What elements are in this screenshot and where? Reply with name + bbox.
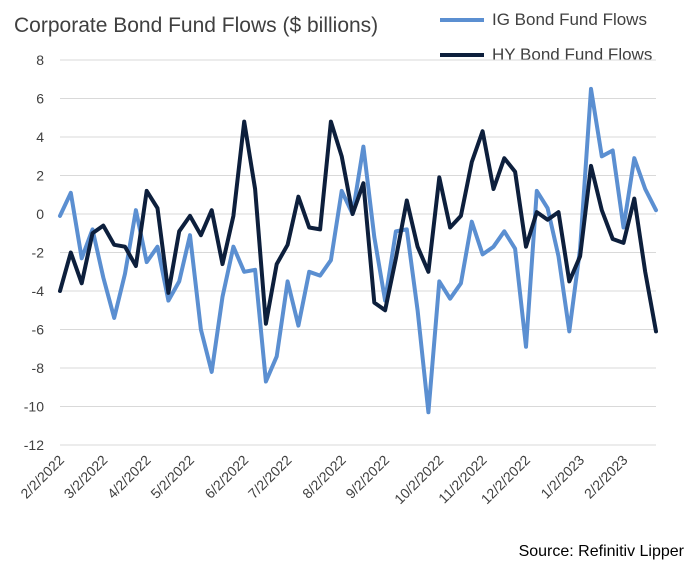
x-tick-label: 9/2/2022 [342,452,392,502]
series-line-ig [58,86,658,415]
legend-item-hy: HY Bond Fund Flows [440,45,652,65]
y-tick-label: 2 [36,168,44,184]
y-tick-label: -10 [24,399,44,415]
x-tick-label: 8/2/2022 [299,452,349,502]
legend-swatch-hy [440,53,484,57]
series-lines [58,86,658,415]
legend-item-ig: IG Bond Fund Flows [440,10,647,30]
x-tick-label: 4/2/2022 [104,452,154,502]
y-tick-label: -2 [32,245,45,261]
y-tick-label: -8 [32,360,45,376]
y-tick-label: -4 [32,283,45,299]
y-axis: 8 6 4 2 0 -2 -4 -6 -8 -10 -12 [24,52,44,453]
source-note: Source: Refinitiv Lipper [518,543,684,560]
y-tick-label: -12 [24,437,44,453]
legend-swatch-ig [440,18,484,22]
chart-title: Corporate Bond Fund Flows ($ billions) [14,14,379,37]
y-tick-label: 0 [36,206,44,222]
y-tick-label: 6 [36,91,44,107]
x-tick-label: 2/2/2023 [581,452,631,502]
x-tick-label: 1/2/2023 [537,452,587,502]
legend-label-hy: HY Bond Fund Flows [492,45,653,64]
x-tick-label: 6/2/2022 [201,452,251,502]
x-tick-label: 7/2/2022 [245,452,295,502]
y-tick-label: 8 [36,52,44,68]
x-tick-label: 3/2/2022 [61,452,111,502]
y-tick-label: 4 [36,129,44,145]
legend-label-ig: IG Bond Fund Flows [492,10,647,29]
x-tick-label: 5/2/2022 [147,452,197,502]
series-line-hy [58,119,658,334]
x-tick-label: 2/2/2022 [17,452,67,502]
y-tick-label: -6 [32,322,45,338]
